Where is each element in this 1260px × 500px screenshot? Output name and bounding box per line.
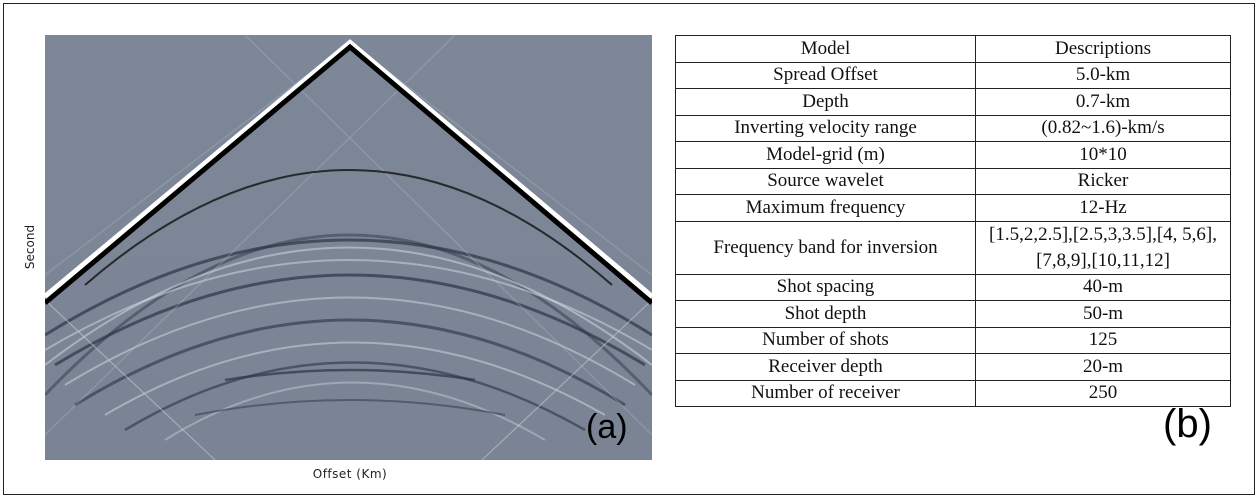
table-cell: 5.0-km xyxy=(976,62,1231,89)
table-cell: 12-Hz xyxy=(976,195,1231,222)
table-cell: Maximum frequency xyxy=(676,195,976,222)
table-cell: Ricker xyxy=(976,168,1231,195)
table-cell: 20-m xyxy=(976,354,1231,381)
seismic-image xyxy=(45,35,652,460)
table-cell: Inverting velocity range xyxy=(676,115,976,142)
table-cell: Spread Offset xyxy=(676,62,976,89)
table-cell: Model xyxy=(676,36,976,63)
body: Second Offset (Km) (a) ModelDescriptions… xyxy=(0,0,1260,500)
panel-tag: (b) xyxy=(1163,402,1212,447)
table-cell: [1.5,2,2.5],[2.5,3,3.5],[4, 5,6],[7,8,9]… xyxy=(976,221,1231,274)
table-cell: 125 xyxy=(976,327,1231,354)
table-cell: Shot spacing xyxy=(676,274,976,301)
table-cell: 40-m xyxy=(976,274,1231,301)
table-cell: Frequency band for inversion xyxy=(676,221,976,274)
x-axis-label: Offset (Km) xyxy=(250,467,450,481)
table-cell: Number of shots xyxy=(676,327,976,354)
table-cell: Model-grid (m) xyxy=(676,142,976,169)
table-cell: 0.7-km xyxy=(976,89,1231,116)
table-row: Inverting velocity range(0.82~1.6)-km/s xyxy=(676,115,1231,142)
panel-tag: (a) xyxy=(586,408,628,447)
table-cell: Descriptions xyxy=(976,36,1231,63)
table-cell: 50-m xyxy=(976,301,1231,328)
table-cell: Receiver depth xyxy=(676,354,976,381)
table-cell: (0.82~1.6)-km/s xyxy=(976,115,1231,142)
table-cell: Number of receiver xyxy=(676,380,976,407)
table-cell: Source wavelet xyxy=(676,168,976,195)
table-cell: 10*10 xyxy=(976,142,1231,169)
table-cell: Depth xyxy=(676,89,976,116)
table-row: Frequency band for inversion[1.5,2,2.5],… xyxy=(676,221,1231,274)
page: Seismic model figure {"panel_a": {"y_lab… xyxy=(0,0,1260,500)
y-axis-label: Second xyxy=(23,222,37,272)
table-row: Model-grid (m)10*10 xyxy=(676,142,1231,169)
table-cell: Shot depth xyxy=(676,301,976,328)
